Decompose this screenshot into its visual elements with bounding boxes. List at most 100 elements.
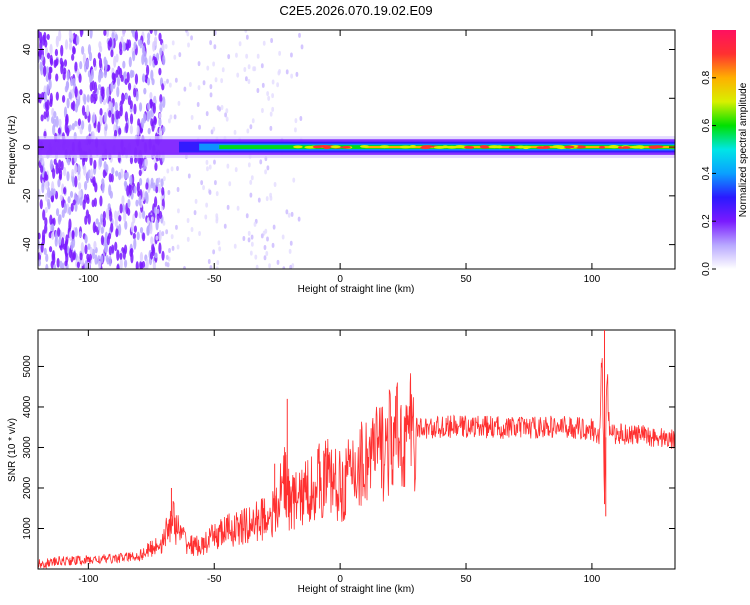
heatmap-cell: [150, 118, 154, 127]
heatmap-cell: [99, 108, 103, 117]
heatmap-cell: [68, 124, 72, 132]
heatmap-cell: [263, 245, 267, 251]
heatmap-cell: [341, 145, 351, 149]
heatmap-cell: [133, 225, 137, 233]
heatmap-cell: [155, 235, 159, 241]
heatmap-cell: [107, 64, 111, 71]
heatmap-cell: [197, 61, 201, 67]
heatmap-cell: [267, 95, 271, 101]
heatmap-cell: [114, 210, 118, 221]
heatmap-cell: [163, 80, 167, 86]
heatmap-cell: [261, 107, 264, 113]
x-tick-label: 50: [460, 574, 472, 585]
heatmap-cell: [446, 145, 458, 149]
heatmap-cell: [129, 124, 134, 135]
heatmap-cell: [40, 242, 44, 253]
heatmap-cell: [146, 77, 151, 86]
heatmap-cell: [44, 217, 48, 227]
heatmap-cell: [262, 40, 266, 46]
heatmap-cell: [168, 118, 171, 124]
heatmap-cell: [42, 34, 46, 46]
heatmap-cell: [92, 57, 97, 68]
heatmap-cell: [108, 184, 112, 196]
heatmap-cell: [46, 33, 50, 40]
heatmap-cell: [159, 94, 163, 104]
heatmap-cell: [162, 96, 166, 109]
heatmap-cell: [97, 73, 102, 83]
heatmap-cell: [157, 177, 161, 183]
heatmap-cell: [41, 181, 45, 194]
heatmap-cell: [46, 83, 50, 95]
heatmap-cell: [118, 223, 122, 236]
heatmap-cell: [122, 60, 126, 69]
heatmap-cell: [53, 59, 57, 69]
heatmap-cell: [86, 94, 90, 103]
heatmap-cell: [78, 73, 82, 83]
heatmap-cell: [81, 120, 85, 130]
heatmap-cell: [183, 86, 187, 92]
heatmap-cell: [138, 169, 142, 177]
heatmap-cell: [162, 54, 166, 66]
heatmap-cell: [134, 210, 138, 219]
heatmap-cell: [161, 186, 165, 196]
heatmap-cell: [433, 145, 446, 149]
heatmap-cell: [111, 113, 115, 125]
heatmap-cell: [271, 93, 275, 99]
heatmap-cell: [266, 165, 270, 171]
heatmap-cell: [249, 250, 253, 256]
heatmap-cell: [621, 146, 631, 149]
heatmap-cell: [177, 100, 181, 106]
heatmap-cell: [121, 92, 125, 105]
heatmap-cell: [94, 254, 98, 265]
heatmap-cell: [160, 178, 164, 188]
heatmap-cell: [159, 130, 163, 136]
heatmap-cell: [270, 38, 274, 44]
heatmap-cell: [146, 38, 151, 46]
heatmap-cell: [282, 266, 286, 269]
heatmap-cell: [143, 87, 147, 95]
heatmap-cell: [157, 183, 162, 193]
heatmap-cell: [104, 62, 108, 71]
heatmap-cell: [115, 109, 119, 120]
heatmap-cell: [105, 30, 110, 38]
heatmap-cell: [119, 252, 123, 260]
colorbar-tick-label: 0.0: [701, 262, 712, 276]
heatmap-cell: [153, 36, 158, 47]
heatmap-cell: [176, 165, 179, 171]
heatmap-cell: [78, 190, 82, 198]
heatmap-cell: [122, 248, 126, 260]
heatmap-cell: [186, 217, 190, 223]
heatmap-cell: [234, 167, 238, 173]
heatmap-cell: [91, 114, 96, 124]
x-tick-label: -50: [207, 574, 222, 585]
heatmap-cell: [89, 246, 93, 255]
heatmap-cell: [209, 265, 213, 269]
heatmap-cell: [420, 146, 431, 150]
spectrogram-x-ticks: -100 -50 0 50 100: [78, 30, 601, 285]
heatmap-cell: [145, 258, 149, 269]
heatmap-cell: [108, 100, 112, 112]
heatmap-cell: [146, 217, 150, 225]
heatmap-cell: [149, 30, 153, 35]
heatmap-cell: [65, 234, 69, 244]
heatmap-cell: [77, 182, 82, 190]
heatmap-cell: [74, 120, 78, 127]
heatmap-cell: [45, 253, 49, 263]
heatmap-cell: [100, 254, 104, 264]
heatmap-cell: [38, 259, 42, 267]
heatmap-cell: [150, 177, 154, 187]
heatmap-cell: [95, 218, 99, 225]
heatmap-cell: [209, 92, 213, 98]
heatmap-cell: [522, 146, 530, 150]
heatmap-cell: [168, 82, 172, 88]
heatmap-cell: [63, 166, 67, 177]
heatmap-cell: [176, 244, 180, 250]
heatmap-cell: [103, 69, 108, 79]
heatmap-cell: [66, 97, 70, 109]
y-tick-label: 5000: [22, 355, 33, 378]
heatmap-cell: [88, 51, 93, 62]
heatmap-cell: [118, 127, 122, 135]
heatmap-cell: [55, 35, 59, 48]
heatmap-cell: [173, 54, 177, 60]
heatmap-cell: [63, 59, 68, 67]
